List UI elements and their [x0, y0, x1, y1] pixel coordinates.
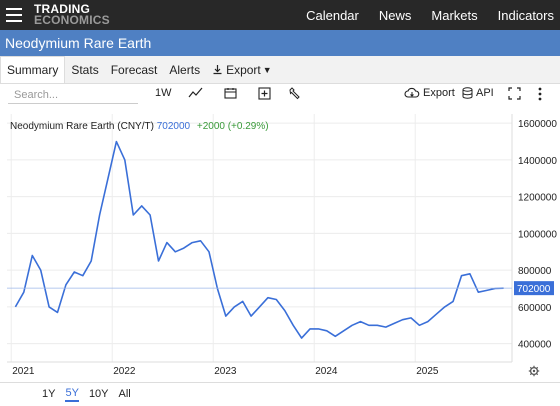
last-value-badge: [514, 281, 554, 296]
tab-export-label: Export: [226, 62, 261, 77]
top-navigation-bar: TRADING ECONOMICS Calendar News Markets …: [0, 0, 560, 30]
chart-toolbar: 1W Export API: [0, 84, 560, 106]
legend-series-name: Neodymium Rare Earth (CNY/T): [10, 121, 154, 132]
chart-legend: Neodymium Rare Earth (CNY/T) 702000 +200…: [10, 121, 269, 132]
more-options-icon[interactable]: [538, 87, 542, 101]
settings-gear-icon[interactable]: [528, 365, 540, 377]
period-all-button[interactable]: All: [118, 388, 131, 400]
tab-stats[interactable]: Stats: [71, 62, 99, 77]
download-icon: [213, 65, 222, 75]
line-chart: 2021 2022 2023 2024 2025 400000 600000 800000 10…: [7, 114, 557, 377]
x-tick-label: 2022: [113, 366, 136, 377]
database-icon: [462, 87, 473, 99]
api-button[interactable]: API: [462, 87, 494, 99]
y-tick-label: 400000: [518, 340, 552, 351]
x-tick-label: 2023: [214, 366, 237, 377]
y-tick-label: 1200000: [518, 193, 557, 204]
period-selector: 1Y 5Y 10Y All: [0, 382, 560, 406]
tab-bar: Summary Stats Forecast Alerts Export ▼: [0, 56, 560, 84]
legend-change: +2000 (+0.29%): [196, 121, 269, 132]
range-1w-button[interactable]: 1W: [155, 87, 172, 99]
y-tick-label: 1600000: [518, 119, 557, 130]
period-5y-button[interactable]: 5Y: [65, 387, 79, 402]
logo-line-2: ECONOMICS: [34, 13, 110, 27]
last-value-label: 702000: [517, 284, 551, 295]
y-tick-label: 800000: [518, 266, 552, 277]
x-tick-label: 2025: [416, 366, 439, 377]
trading-economics-logo[interactable]: TRADING ECONOMICS: [34, 2, 110, 27]
cloud-download-icon: [404, 87, 420, 98]
api-button-label: API: [476, 87, 494, 99]
export-button[interactable]: Export: [404, 87, 455, 99]
nav-news-link[interactable]: News: [378, 7, 412, 23]
tab-forecast[interactable]: Forecast: [110, 62, 158, 77]
caret-down-icon: ▼: [262, 64, 272, 75]
nav-indicators-link[interactable]: Indicators: [497, 7, 554, 23]
period-1y-button[interactable]: 1Y: [42, 388, 56, 400]
fullscreen-icon[interactable]: [508, 87, 521, 100]
price-chart[interactable]: 2021 2022 2023 2024 2025 400000 600000 800000 10…: [0, 106, 560, 382]
page-title: Neodymium Rare Earth: [0, 30, 560, 56]
nav-calendar-link[interactable]: Calendar: [306, 7, 359, 23]
x-tick-label: 2024: [315, 366, 338, 377]
legend-last-value: 702000: [156, 121, 191, 132]
search-input[interactable]: [8, 86, 138, 104]
add-indicator-icon[interactable]: [258, 87, 271, 100]
nav-markets-link[interactable]: Markets: [431, 7, 478, 23]
tab-alerts[interactable]: Alerts: [169, 62, 201, 77]
tab-summary[interactable]: Summary: [0, 56, 66, 83]
logo-line-1: TRADING: [34, 2, 91, 16]
export-button-label: Export: [423, 87, 455, 99]
top-nav-links: Calendar News Markets Indicators: [286, 0, 554, 30]
tab-export[interactable]: Export ▼: [206, 56, 278, 83]
calendar-icon[interactable]: [224, 87, 237, 99]
hamburger-menu-icon[interactable]: [6, 8, 22, 22]
line-chart-type-icon[interactable]: [188, 87, 204, 99]
series-line: [14, 140, 504, 339]
y-tick-label: 600000: [518, 303, 552, 314]
y-tick-label: 1400000: [518, 156, 557, 167]
x-tick-label: 2021: [12, 366, 35, 377]
period-10y-button[interactable]: 10Y: [88, 388, 109, 400]
y-tick-label: 1000000: [518, 229, 557, 240]
wrench-icon[interactable]: [288, 87, 301, 100]
